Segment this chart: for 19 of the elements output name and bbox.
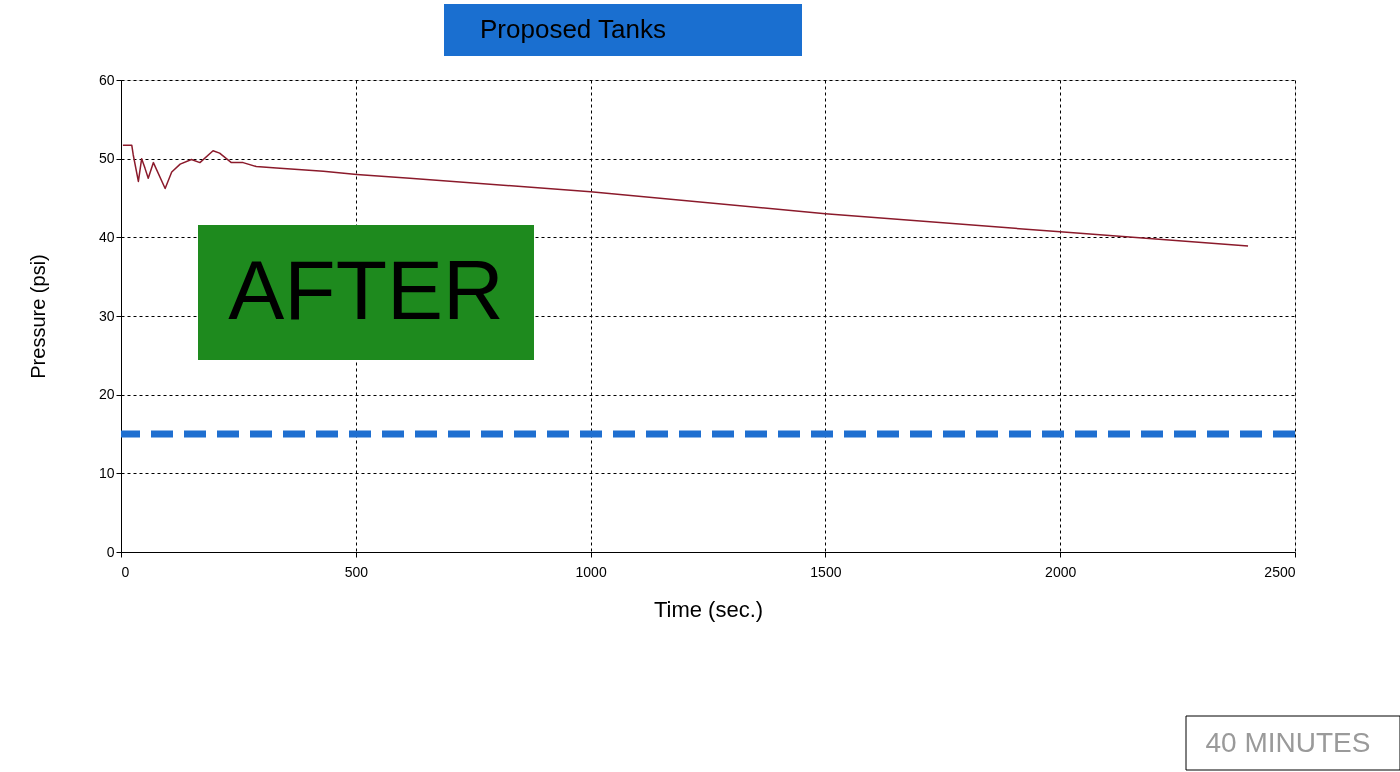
text: 40 MINUTES [1205,727,1371,758]
y-tick-label: 10 [98,464,115,481]
x-tick-label: 1500 [810,563,842,580]
x-tick-label: 1000 [575,563,607,580]
x-tick-label: 0 [121,563,130,580]
annotation: AFTER [228,243,504,337]
y-tick-label: 50 [98,150,115,167]
y-tick-label: 20 [98,386,115,403]
y-tick-label: 30 [98,307,115,324]
x-tick-label: 500 [344,563,369,580]
y-tick-label: 60 [98,71,115,88]
line-series [122,144,1249,247]
x-axis-title: Time (sec.) [653,596,764,622]
x-tick-label: 2000 [1045,563,1077,580]
chart-title: Proposed Tanks [480,14,666,44]
y-axis-title: Pressure (psi) [26,254,49,379]
x-tick-label: 2500 [1264,563,1296,580]
y-tick-label: 0 [106,543,115,560]
y-tick-label: 40 [98,228,115,245]
